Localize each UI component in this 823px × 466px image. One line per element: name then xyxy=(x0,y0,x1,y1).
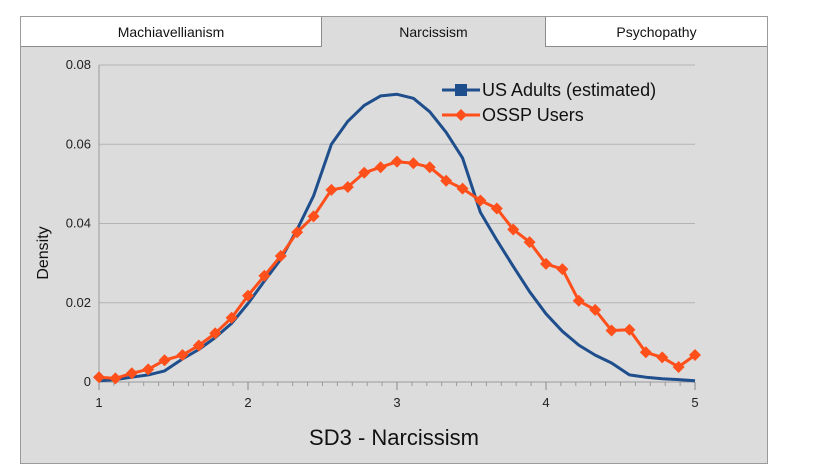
y-tick-label: 0.02 xyxy=(66,295,91,310)
y-tick-label: 0.06 xyxy=(66,136,91,151)
data-point-ossp-users xyxy=(225,311,238,324)
data-point-ossp-users xyxy=(440,174,453,187)
y-tick-label: 0 xyxy=(84,374,91,389)
y-tick-label: 0.08 xyxy=(66,57,91,72)
data-point-ossp-users xyxy=(93,371,105,384)
data-point-ossp-users xyxy=(258,269,271,282)
data-point-ossp-users xyxy=(142,363,155,376)
data-point-ossp-users xyxy=(572,294,585,307)
data-point-ossp-users xyxy=(125,367,138,380)
chart-panel: Machiavellianism Narcissism Psychopathy … xyxy=(20,16,768,464)
data-point-ossp-users xyxy=(456,182,469,195)
data-point-ossp-users xyxy=(589,303,602,316)
data-point-ossp-users xyxy=(540,257,552,270)
x-tick-label: 3 xyxy=(393,395,400,410)
data-point-ossp-users xyxy=(274,249,287,262)
data-point-ossp-users xyxy=(672,360,685,373)
gridlines xyxy=(99,64,695,304)
x-axis-label: SD3 - Narcissism xyxy=(309,425,479,450)
data-point-ossp-users xyxy=(291,226,304,239)
data-point-ossp-users xyxy=(109,372,122,385)
axes: 0 0.02 0.04 0.06 0.08 1 2 3 4 5 xyxy=(66,57,699,410)
x-tick-label: 5 xyxy=(691,395,698,410)
y-tick-label: 0.04 xyxy=(66,216,91,231)
series-line-ossp-users xyxy=(98,160,696,380)
data-point-ossp-users xyxy=(158,354,171,367)
tab-bar: Machiavellianism Narcissism Psychopathy xyxy=(21,17,767,47)
data-point-ossp-users xyxy=(407,157,420,170)
series-line-us-adults xyxy=(98,92,696,383)
density-chart: 0 0.02 0.04 0.06 0.08 1 2 3 4 5 US Adults (estima… xyxy=(35,57,701,450)
data-point-ossp-users xyxy=(325,183,338,196)
data-point-ossp-users xyxy=(605,324,618,337)
data-point-ossp-users xyxy=(209,327,222,340)
tab-narcissism[interactable]: Narcissism xyxy=(322,17,546,47)
data-point-ossp-users xyxy=(639,346,652,359)
data-point-ossp-users xyxy=(490,202,503,215)
legend-marker-ossp xyxy=(455,109,467,121)
data-point-ossp-users xyxy=(423,161,436,174)
data-point-ossp-users xyxy=(623,323,636,336)
tab-machiavellianism[interactable]: Machiavellianism xyxy=(21,17,322,47)
data-point-ossp-users xyxy=(341,181,354,194)
data-point-ossp-users xyxy=(523,236,536,249)
legend-label-us: US Adults (estimated) xyxy=(482,80,656,100)
data-point-ossp-users xyxy=(556,263,569,276)
data-point-ossp-users xyxy=(374,161,387,174)
legend-marker-us xyxy=(455,84,467,96)
data-point-ossp-users xyxy=(656,351,669,364)
data-point-ossp-users xyxy=(507,223,520,236)
data-point-ossp-users xyxy=(307,210,320,223)
data-point-ossp-users xyxy=(242,289,254,302)
data-point-ossp-users xyxy=(176,349,189,362)
x-tick-label: 4 xyxy=(542,395,549,410)
x-tick-label: 1 xyxy=(95,395,102,410)
data-point-ossp-users xyxy=(689,349,701,362)
data-point-ossp-users xyxy=(192,339,205,352)
tab-psychopathy[interactable]: Psychopathy xyxy=(546,17,767,47)
x-tick-label: 2 xyxy=(244,395,251,410)
legend: US Adults (estimated) OSSP Users xyxy=(442,80,656,125)
y-axis-label: Density xyxy=(35,226,52,279)
data-point-ossp-users xyxy=(391,155,403,168)
legend-label-ossp: OSSP Users xyxy=(482,105,584,125)
data-point-ossp-users xyxy=(358,166,371,179)
data-point-ossp-users xyxy=(474,194,487,207)
series-layer xyxy=(93,92,701,385)
